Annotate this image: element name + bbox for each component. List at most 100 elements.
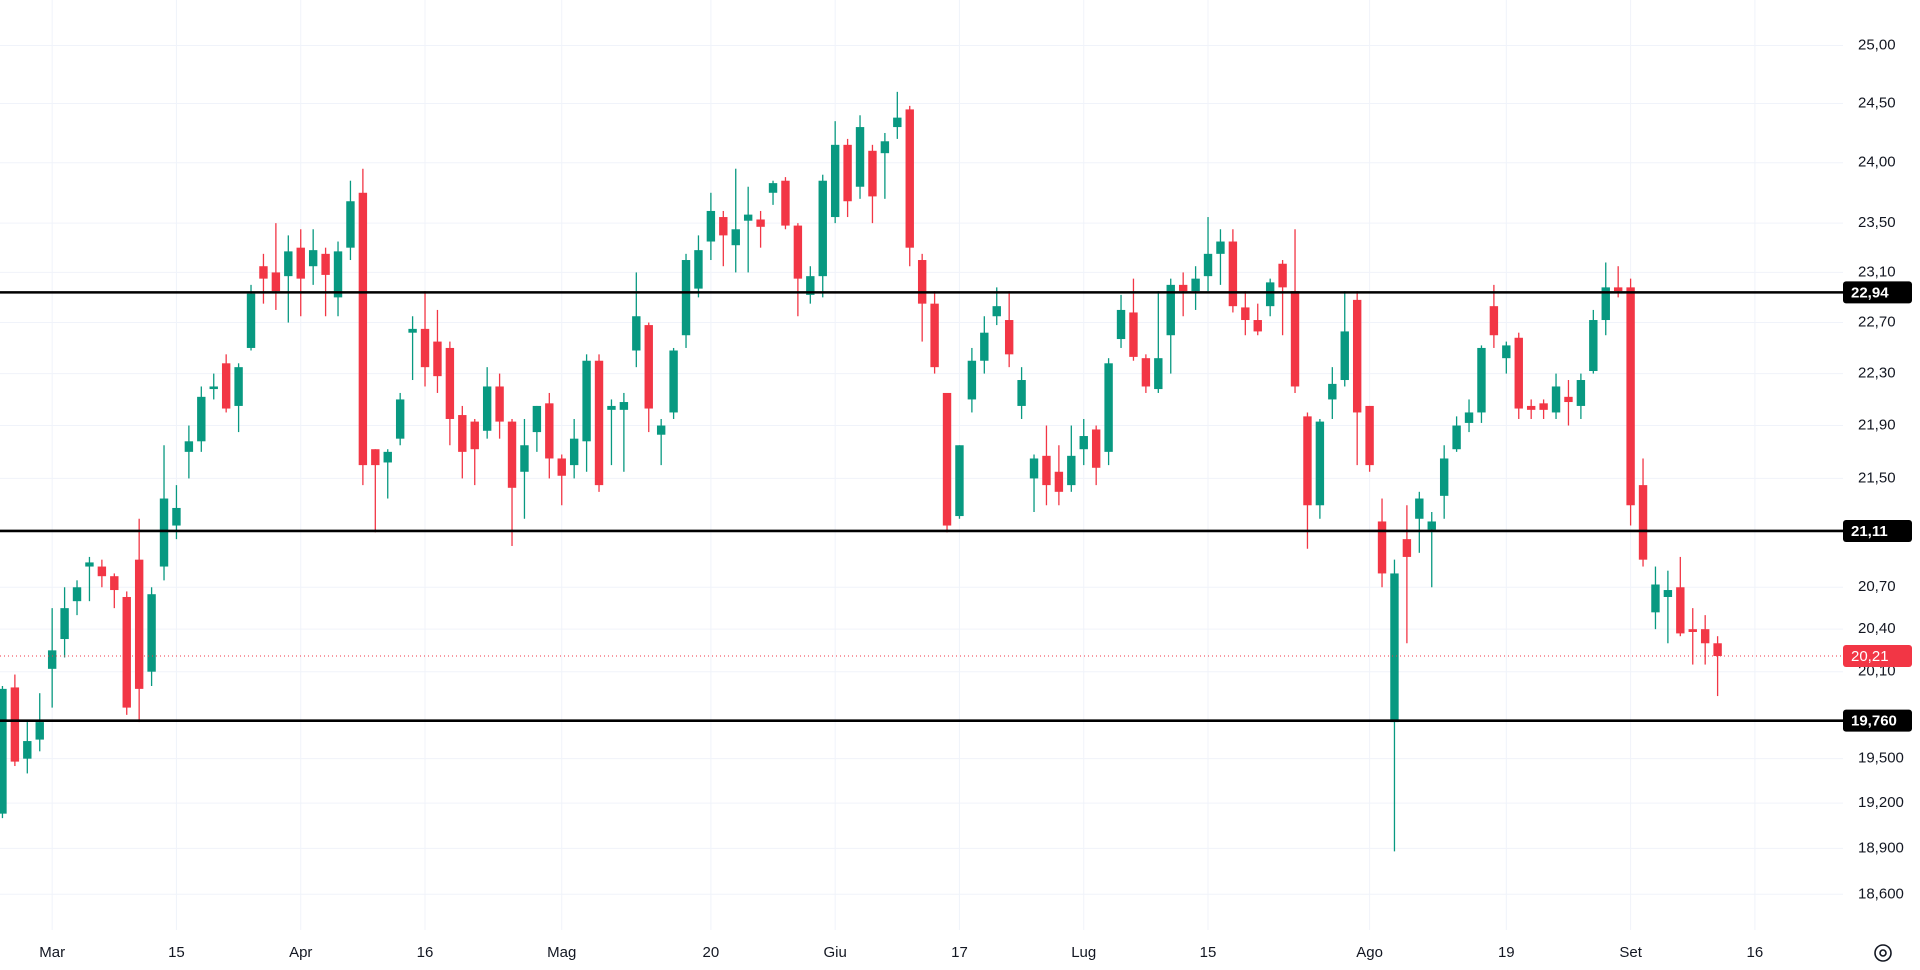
candle-body bbox=[358, 192, 368, 466]
candle-body bbox=[1042, 455, 1051, 486]
candle-body bbox=[1489, 306, 1499, 336]
candle-body bbox=[880, 141, 890, 154]
last-price-box bbox=[1843, 645, 1912, 668]
x-tick-label: Apr bbox=[289, 944, 312, 961]
candle-body bbox=[569, 438, 579, 466]
candle-body bbox=[768, 183, 778, 193]
candle-body bbox=[1328, 383, 1337, 400]
x-tick-label: 16 bbox=[417, 944, 434, 961]
y-tick-label: 20,70 bbox=[1858, 578, 1896, 595]
candle-body bbox=[1303, 416, 1312, 506]
candle-body bbox=[967, 360, 977, 400]
last-price-label: 20,21 bbox=[1851, 648, 1889, 665]
y-tick-label: 25,00 bbox=[1858, 37, 1896, 54]
candle-body bbox=[433, 341, 442, 377]
candle-body bbox=[333, 251, 343, 298]
y-tick-label: 24,50 bbox=[1858, 95, 1896, 112]
candle-body bbox=[482, 386, 492, 431]
x-tick-label: 15 bbox=[168, 944, 185, 961]
candle-body bbox=[1502, 345, 1511, 359]
candle-body bbox=[557, 458, 566, 476]
candle-body bbox=[1116, 309, 1126, 340]
candle-body bbox=[532, 405, 542, 433]
candle-body bbox=[619, 402, 629, 410]
candle-body bbox=[35, 722, 44, 740]
candle-body bbox=[594, 360, 604, 486]
candle-body bbox=[706, 210, 716, 242]
candle-body bbox=[1129, 312, 1138, 357]
x-tick-label: 19 bbox=[1498, 944, 1515, 961]
candle-body bbox=[1265, 282, 1275, 307]
x-tick-label: Mar bbox=[39, 944, 65, 961]
level-label: 22,94 bbox=[1851, 284, 1889, 301]
candle-body bbox=[1191, 278, 1200, 292]
candle-body bbox=[1663, 590, 1673, 597]
candle-body bbox=[1017, 380, 1026, 406]
candle-body bbox=[830, 144, 840, 218]
candle-body bbox=[930, 303, 939, 368]
candle-body bbox=[1054, 471, 1064, 492]
y-tick-label: 22,30 bbox=[1858, 365, 1896, 382]
candle-body bbox=[1203, 253, 1213, 277]
candle-body bbox=[669, 350, 678, 413]
candle-body bbox=[0, 688, 7, 814]
candle-body bbox=[781, 180, 790, 226]
candle-body bbox=[420, 328, 430, 368]
candle-body bbox=[470, 421, 479, 450]
candle-body bbox=[607, 405, 616, 410]
candle-body bbox=[1452, 425, 1461, 450]
candle-body bbox=[346, 201, 355, 248]
candle-body bbox=[1079, 436, 1088, 450]
candle-body bbox=[1589, 320, 1598, 372]
candle-body bbox=[408, 328, 417, 333]
x-tick-label: Mag bbox=[547, 944, 576, 961]
candle-body bbox=[97, 566, 107, 577]
candle-body bbox=[259, 266, 268, 279]
candle-body bbox=[495, 386, 504, 422]
candle-body bbox=[855, 127, 865, 187]
candle-body bbox=[980, 332, 989, 361]
candle-body bbox=[23, 741, 32, 759]
candle-body bbox=[1613, 287, 1623, 292]
x-tick-label: 20 bbox=[703, 944, 720, 961]
level-label: 19,760 bbox=[1851, 713, 1897, 730]
candle-body bbox=[731, 229, 740, 246]
candle-body bbox=[1228, 241, 1238, 307]
candle-body bbox=[1216, 241, 1225, 254]
candle-body bbox=[1477, 347, 1486, 413]
candle-body bbox=[1638, 485, 1648, 560]
candle-body bbox=[545, 403, 554, 459]
candle-body bbox=[1315, 421, 1325, 506]
candle-body bbox=[47, 650, 57, 669]
candle-body bbox=[694, 250, 703, 289]
candle-body bbox=[1141, 358, 1151, 387]
candle-body bbox=[122, 596, 131, 708]
settings-icon[interactable] bbox=[1874, 944, 1892, 962]
candle-body bbox=[793, 225, 803, 279]
candle-body bbox=[134, 559, 144, 689]
candle-body bbox=[756, 219, 765, 227]
candle-body bbox=[1439, 458, 1449, 496]
candle-body bbox=[806, 276, 815, 295]
candle-body bbox=[656, 425, 666, 435]
candle-body bbox=[172, 507, 181, 526]
candle-body bbox=[1154, 358, 1163, 390]
level-label-box bbox=[1843, 709, 1912, 732]
candle-body bbox=[1340, 331, 1349, 381]
y-tick-label: 18,600 bbox=[1858, 885, 1904, 902]
candle-body bbox=[1700, 629, 1710, 644]
candle-body bbox=[1278, 263, 1287, 288]
candle-body bbox=[85, 562, 94, 567]
x-tick-label: Set bbox=[1619, 944, 1642, 961]
candle-body bbox=[632, 316, 641, 351]
candle-body bbox=[371, 449, 380, 466]
y-tick-label: 21,50 bbox=[1858, 469, 1896, 486]
candle-body bbox=[1651, 584, 1660, 613]
candle-body bbox=[1004, 320, 1014, 355]
x-tick-label: 15 bbox=[1200, 944, 1217, 961]
candle-body bbox=[843, 144, 852, 202]
candle-body bbox=[681, 260, 691, 336]
